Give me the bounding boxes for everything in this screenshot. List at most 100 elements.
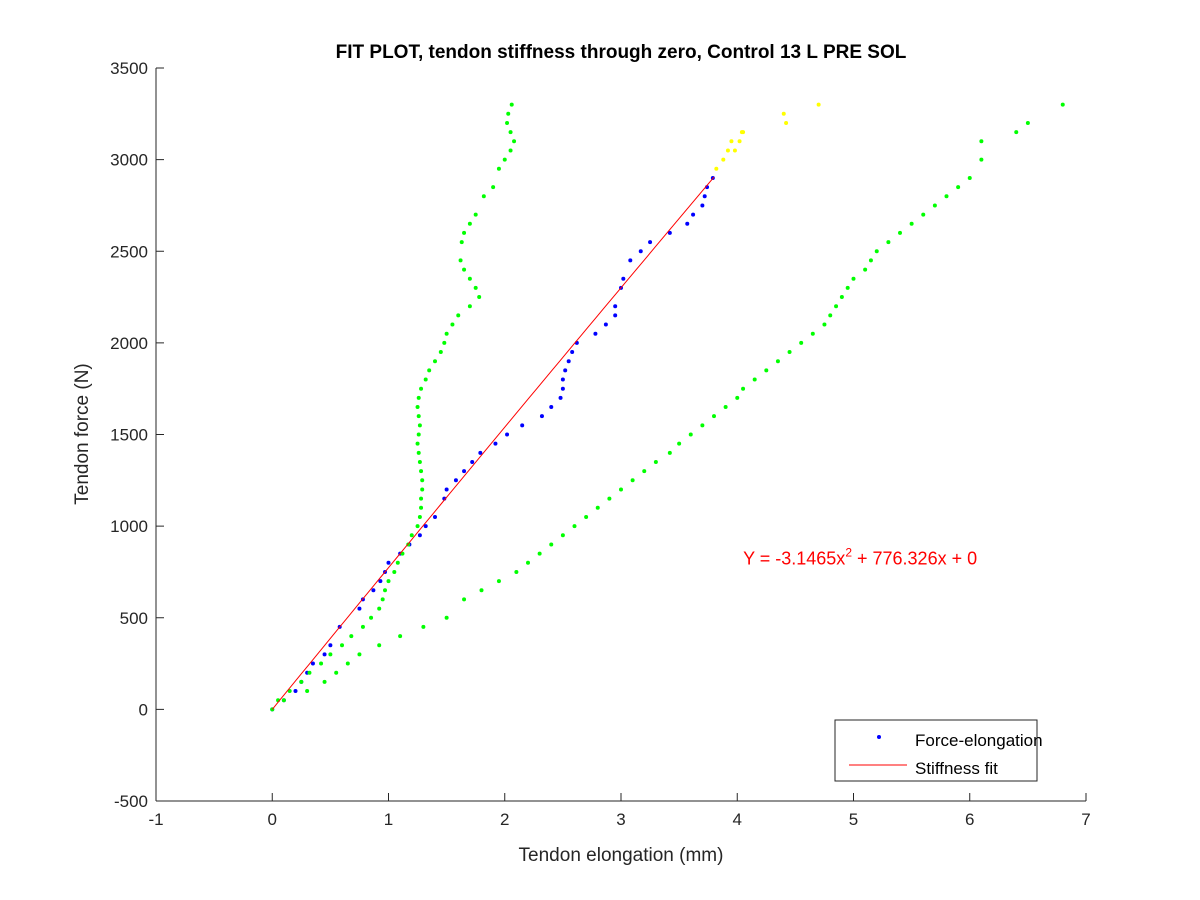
data-point [380, 597, 385, 602]
data-point [688, 432, 693, 437]
legend-label-stiffness-fit: Stiffness fit [915, 759, 998, 778]
data-point [419, 386, 424, 391]
data-point [415, 405, 420, 410]
data-point [377, 606, 382, 611]
data-point [613, 313, 618, 318]
x-tick-label: -1 [148, 810, 163, 829]
data-point [839, 295, 844, 300]
data-point [787, 350, 792, 355]
data-point [638, 249, 643, 254]
data-point [816, 102, 821, 107]
data-point [310, 661, 315, 666]
data-point [520, 423, 525, 428]
x-tick-label: 3 [616, 810, 625, 829]
data-point [293, 689, 298, 694]
data-point [467, 304, 472, 309]
data-point [417, 514, 422, 519]
data-point [493, 441, 498, 446]
y-tick-label: 1000 [110, 517, 148, 536]
data-point [721, 157, 726, 162]
y-tick-label: 3000 [110, 151, 148, 170]
data-point [392, 569, 397, 574]
data-point [505, 432, 510, 437]
data-point [427, 368, 432, 373]
data-point [462, 597, 467, 602]
data-point [712, 414, 716, 419]
data-point [467, 221, 472, 226]
data-point [725, 148, 730, 153]
data-point [481, 194, 486, 199]
data-point [416, 395, 421, 400]
data-point [685, 221, 690, 226]
data-point [453, 478, 458, 483]
data-point [340, 643, 344, 648]
data-point [459, 240, 464, 245]
data-point [667, 450, 672, 455]
data-point [563, 368, 568, 373]
data-point [305, 689, 310, 694]
series-3 [281, 102, 1065, 703]
data-point [416, 450, 421, 455]
data-point [415, 524, 420, 529]
fit-equation-exponent: 2 [845, 546, 852, 560]
data-point [423, 524, 428, 529]
data-point [560, 377, 565, 382]
legend-box [834, 719, 1038, 782]
data-point [386, 579, 391, 584]
y-tick-label: 1500 [110, 426, 148, 445]
data-point [416, 414, 421, 419]
data-point [383, 588, 388, 593]
data-point [714, 166, 719, 171]
data-point [560, 533, 565, 538]
data-point [319, 661, 324, 666]
data-point [764, 368, 769, 373]
data-point [775, 359, 780, 364]
data-point [572, 524, 577, 529]
data-point [462, 469, 467, 474]
data-point [416, 432, 421, 437]
data-point [508, 130, 513, 135]
data-point [420, 487, 425, 492]
data-point [438, 350, 443, 355]
data-point [509, 102, 514, 107]
x-tick-label: 7 [1081, 810, 1090, 829]
data-point [479, 588, 484, 593]
data-point [642, 469, 647, 474]
data-point [909, 221, 914, 226]
data-point [898, 230, 902, 235]
data-point [979, 139, 984, 144]
x-tick-label: 5 [849, 810, 858, 829]
data-point [648, 240, 653, 245]
data-point [944, 194, 949, 199]
data-point [349, 634, 354, 639]
data-point [491, 185, 496, 190]
x-tick-label: 4 [733, 810, 742, 829]
data-point [444, 331, 449, 336]
data-point [560, 386, 565, 391]
data-point [932, 203, 937, 208]
plot-area [270, 102, 1065, 712]
x-tick-label: 2 [500, 810, 509, 829]
data-point [371, 588, 376, 593]
data-point [700, 203, 705, 208]
data-point [735, 395, 740, 400]
x-tick-label: 6 [965, 810, 974, 829]
data-point [741, 130, 746, 135]
data-point [653, 459, 658, 464]
data-point [549, 542, 554, 547]
data-point [417, 423, 422, 428]
data-point [1060, 102, 1065, 107]
y-tick-label: 0 [139, 700, 148, 719]
data-point [781, 111, 786, 116]
data-point [456, 313, 461, 318]
data-point [537, 551, 542, 556]
data-point [1014, 130, 1019, 135]
data-point [433, 514, 437, 519]
data-point [328, 652, 333, 657]
data-point [505, 120, 510, 125]
data-point [442, 340, 447, 345]
stiffness-fit-line [271, 176, 715, 710]
data-point [433, 359, 437, 364]
data-point [570, 350, 575, 355]
